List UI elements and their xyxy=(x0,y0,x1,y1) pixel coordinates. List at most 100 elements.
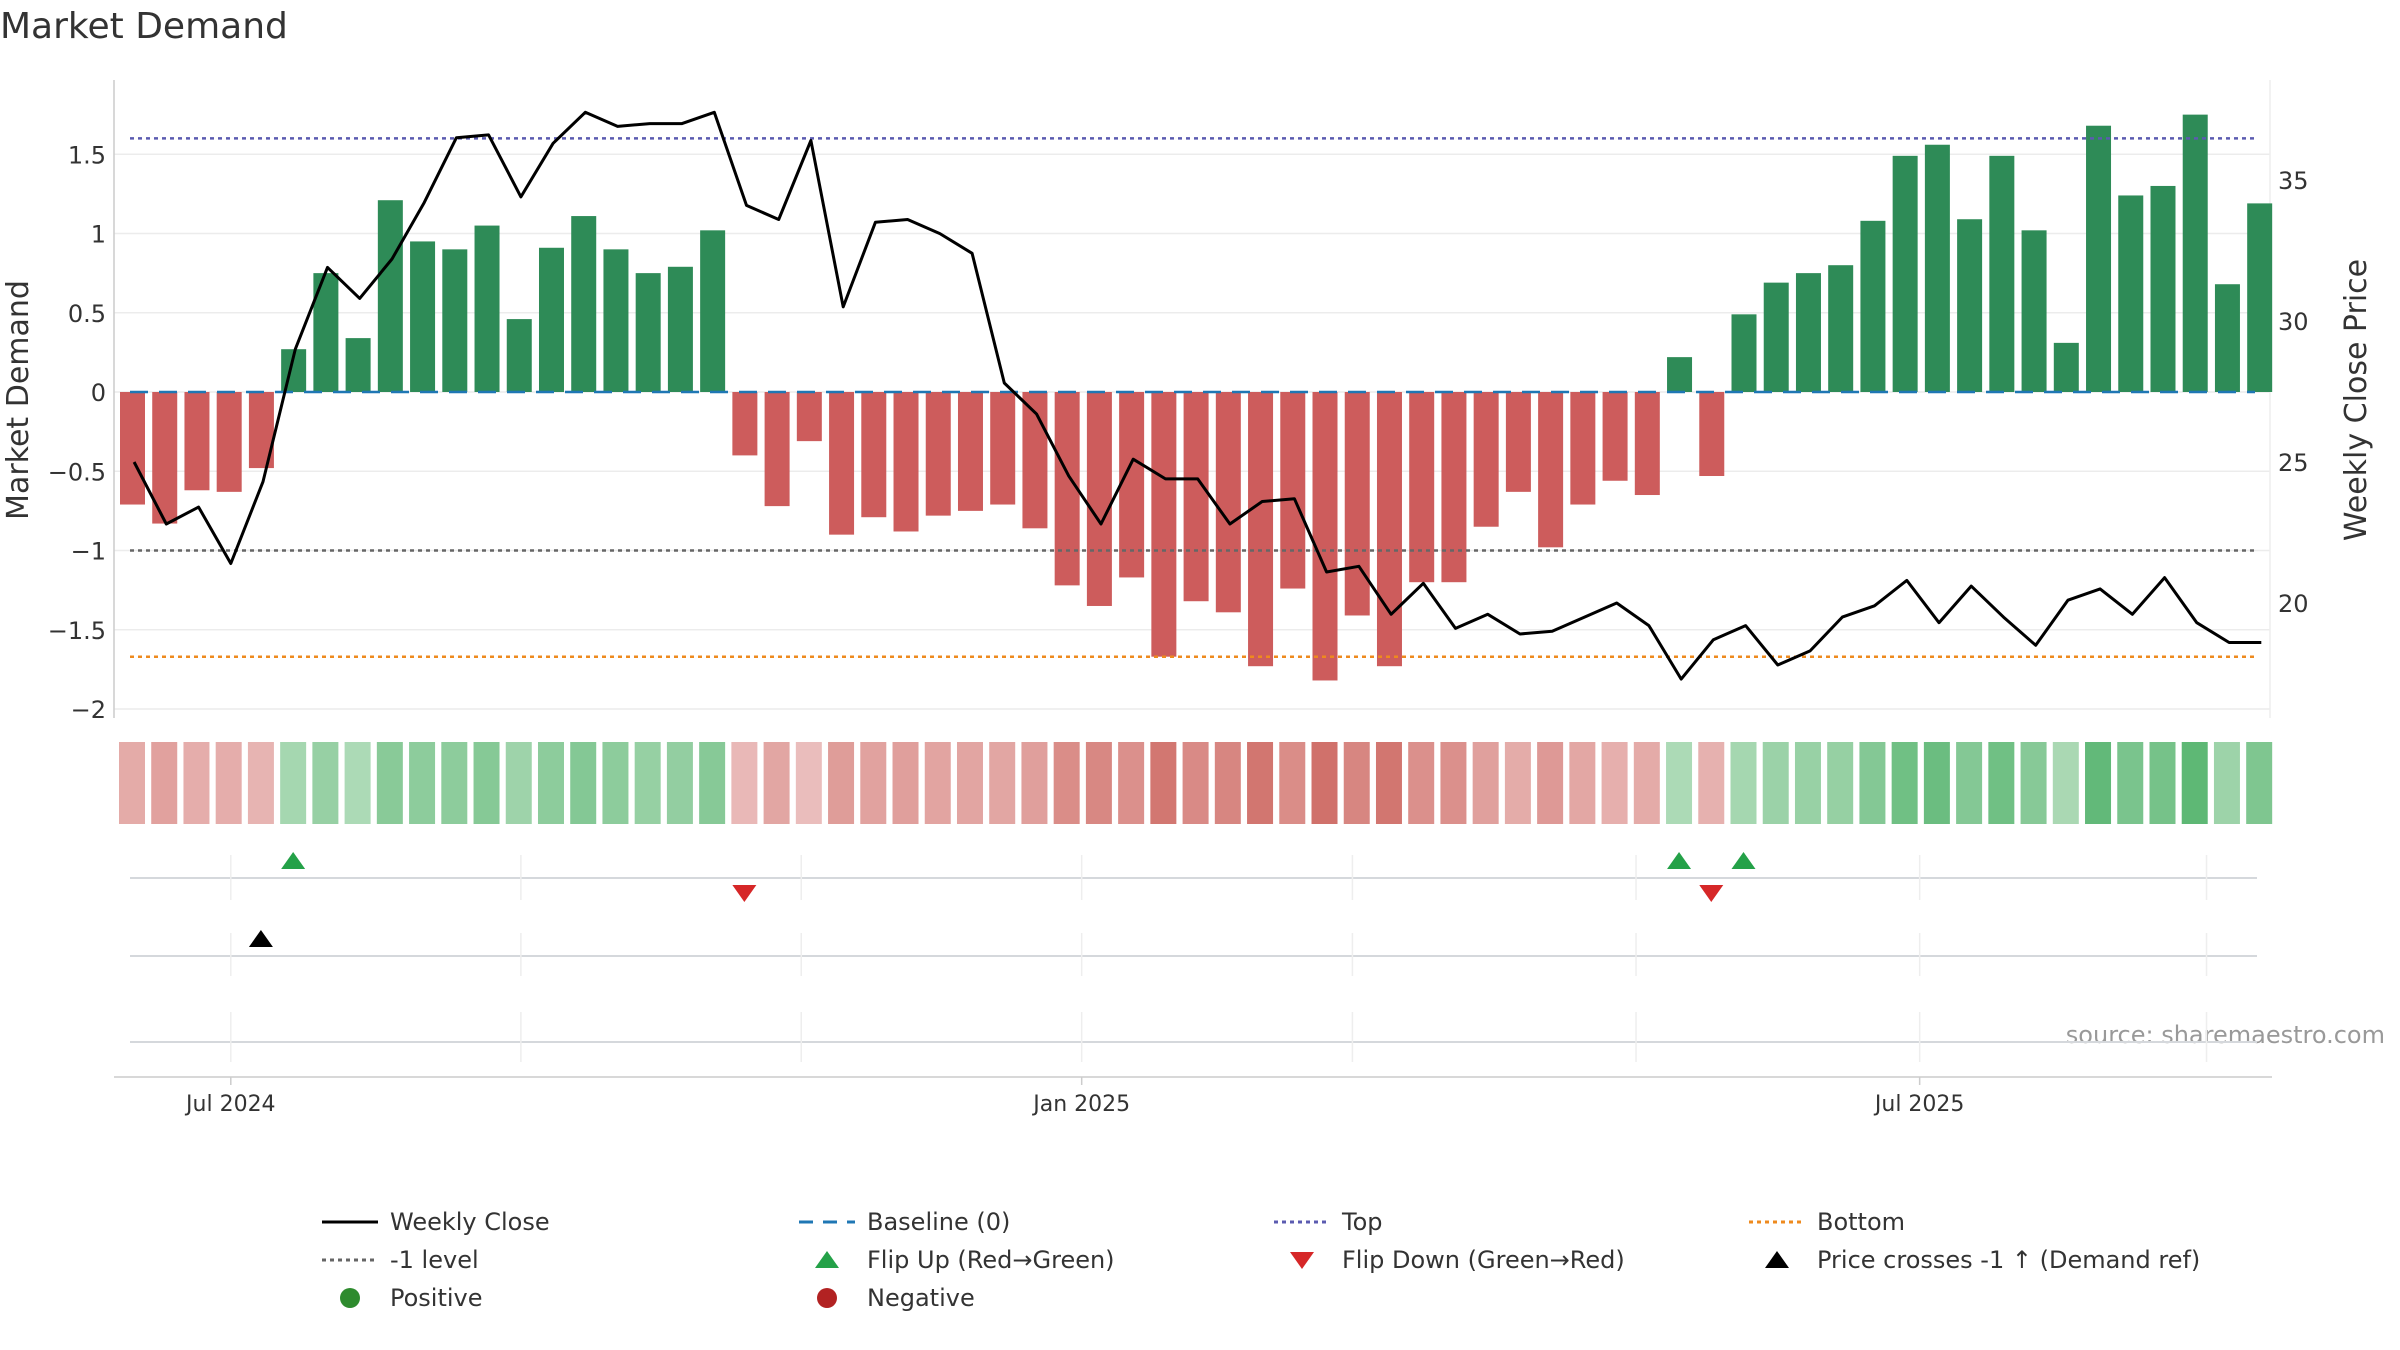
source-note: source: sharemaestro.com xyxy=(2066,1021,2385,1049)
demand-bar xyxy=(506,319,532,392)
intensity-cell xyxy=(1859,742,1886,824)
intensity-cell xyxy=(1762,742,1789,824)
y-tick-label: −0.5 xyxy=(48,458,106,486)
intensity-cell xyxy=(1118,742,1145,824)
reference-lines xyxy=(130,137,2255,658)
legend-label: Flip Down (Green→Red) xyxy=(1342,1246,1625,1274)
legend-item-flip-up: Flip Up (Red→Green) xyxy=(797,1246,1115,1274)
demand-bar xyxy=(764,392,790,507)
demand-bar xyxy=(1731,314,1757,392)
intensity-cell xyxy=(1247,742,1274,824)
demand-bar xyxy=(700,230,726,392)
intensity-cell xyxy=(2213,742,2240,824)
y-tick-label: 0 xyxy=(91,379,106,407)
y2-tick-label: 30 xyxy=(2278,308,2309,336)
demand-bar xyxy=(442,249,468,392)
y-tick-label: −1 xyxy=(71,538,106,566)
demand-bar xyxy=(377,200,403,392)
intensity-cell xyxy=(924,742,951,824)
legend-item-price-cross: Price crosses -1 ↑ (Demand ref) xyxy=(1747,1246,2200,1274)
demand-bar xyxy=(2182,114,2208,392)
intensity-cell xyxy=(860,742,887,824)
demand-bar xyxy=(1312,392,1338,681)
price-cross-swatch xyxy=(1765,1251,1789,1268)
intensity-cell xyxy=(699,742,726,824)
intensity-cell xyxy=(1311,742,1338,824)
demand-bar xyxy=(1441,392,1467,583)
intensity-cell xyxy=(2149,742,2176,824)
negative-swatch xyxy=(817,1288,837,1308)
intensity-cell xyxy=(183,742,210,824)
intensity-cell xyxy=(2052,742,2079,824)
legend-label: Flip Up (Red→Green) xyxy=(867,1246,1115,1274)
intensity-cell xyxy=(1150,742,1177,824)
demand-bar xyxy=(538,247,564,392)
price-cross-marker xyxy=(248,930,273,947)
demand-bar xyxy=(184,392,210,491)
demand-bar xyxy=(152,392,178,524)
demand-bar xyxy=(1860,220,1886,392)
x-tick-label: Jul 2025 xyxy=(1873,1092,1965,1117)
intensity-cell xyxy=(215,742,242,824)
bottom-swatch xyxy=(1749,1220,1805,1224)
demand-bar xyxy=(1957,219,1983,392)
intensity-cell xyxy=(731,742,758,824)
flip-up-swatch xyxy=(815,1251,839,1268)
minus-one-swatch xyxy=(322,1258,378,1262)
demand-bar xyxy=(1505,392,1531,492)
intensity-cell xyxy=(473,742,500,824)
demand-bar xyxy=(1151,392,1177,657)
intensity-cell xyxy=(1472,742,1499,824)
intensity-cell xyxy=(828,742,855,824)
demand-bar xyxy=(1022,392,1048,529)
demand-bars xyxy=(120,114,2273,681)
intensity-cell xyxy=(280,742,307,824)
y-tick-label: 1 xyxy=(91,221,106,249)
demand-bar xyxy=(2247,203,2273,392)
y-tick-label: −2 xyxy=(71,696,106,724)
demand-bar xyxy=(2214,284,2240,392)
intensity-cell xyxy=(1440,742,1467,824)
market-demand-chart: Market Demand Market Demand Weekly Close… xyxy=(0,6,2385,1117)
intensity-cell xyxy=(634,742,661,824)
demand-bar xyxy=(2118,195,2144,392)
legend-label: Baseline (0) xyxy=(867,1208,1011,1236)
demand-bar xyxy=(1280,392,1306,589)
legend-item-baseline: Baseline (0) xyxy=(797,1208,1010,1236)
demand-bar xyxy=(796,392,822,442)
intensity-cell xyxy=(1601,742,1628,824)
legend: Weekly Close Baseline (0) Top Bottom -1 leve… xyxy=(0,1200,2400,1330)
intensity-cell xyxy=(1666,742,1693,824)
intensity-cell xyxy=(2020,742,2047,824)
demand-bar xyxy=(1989,155,2015,392)
top-swatch xyxy=(1274,1220,1330,1224)
flip-up-marker xyxy=(1731,852,1756,869)
legend-label: Positive xyxy=(390,1284,483,1312)
demand-bar xyxy=(1119,392,1145,578)
intensity-cell xyxy=(247,742,274,824)
weekly-close-line xyxy=(132,110,2262,681)
demand-bar xyxy=(1086,392,1112,606)
flip-down-marker xyxy=(1699,885,1724,902)
demand-bar xyxy=(603,249,629,392)
x-tick-label: Jan 2025 xyxy=(1031,1092,1130,1117)
baseline-swatch xyxy=(799,1220,855,1224)
legend-item-minus-one: -1 level xyxy=(320,1246,479,1274)
intensity-cell xyxy=(1988,742,2015,824)
y-axis-label: Market Demand xyxy=(1,280,36,520)
intensity-cell xyxy=(1053,742,1080,824)
legend-label: Bottom xyxy=(1817,1208,1906,1236)
legend-label: Negative xyxy=(867,1284,975,1312)
intensity-cell xyxy=(1085,742,1112,824)
demand-bar xyxy=(1473,392,1499,527)
intensity-cell xyxy=(2181,742,2208,824)
legend-item-weekly-close: Weekly Close xyxy=(320,1208,550,1236)
flip-up-marker xyxy=(281,852,306,869)
demand-bar xyxy=(1634,392,1660,496)
intensity-cell xyxy=(1827,742,1854,824)
y2-tick-label: 20 xyxy=(2278,590,2309,618)
intensity-cell xyxy=(537,742,564,824)
demand-bar xyxy=(345,338,371,392)
event-markers xyxy=(130,852,2257,1062)
legend-item-bottom: Bottom xyxy=(1747,1208,1905,1236)
